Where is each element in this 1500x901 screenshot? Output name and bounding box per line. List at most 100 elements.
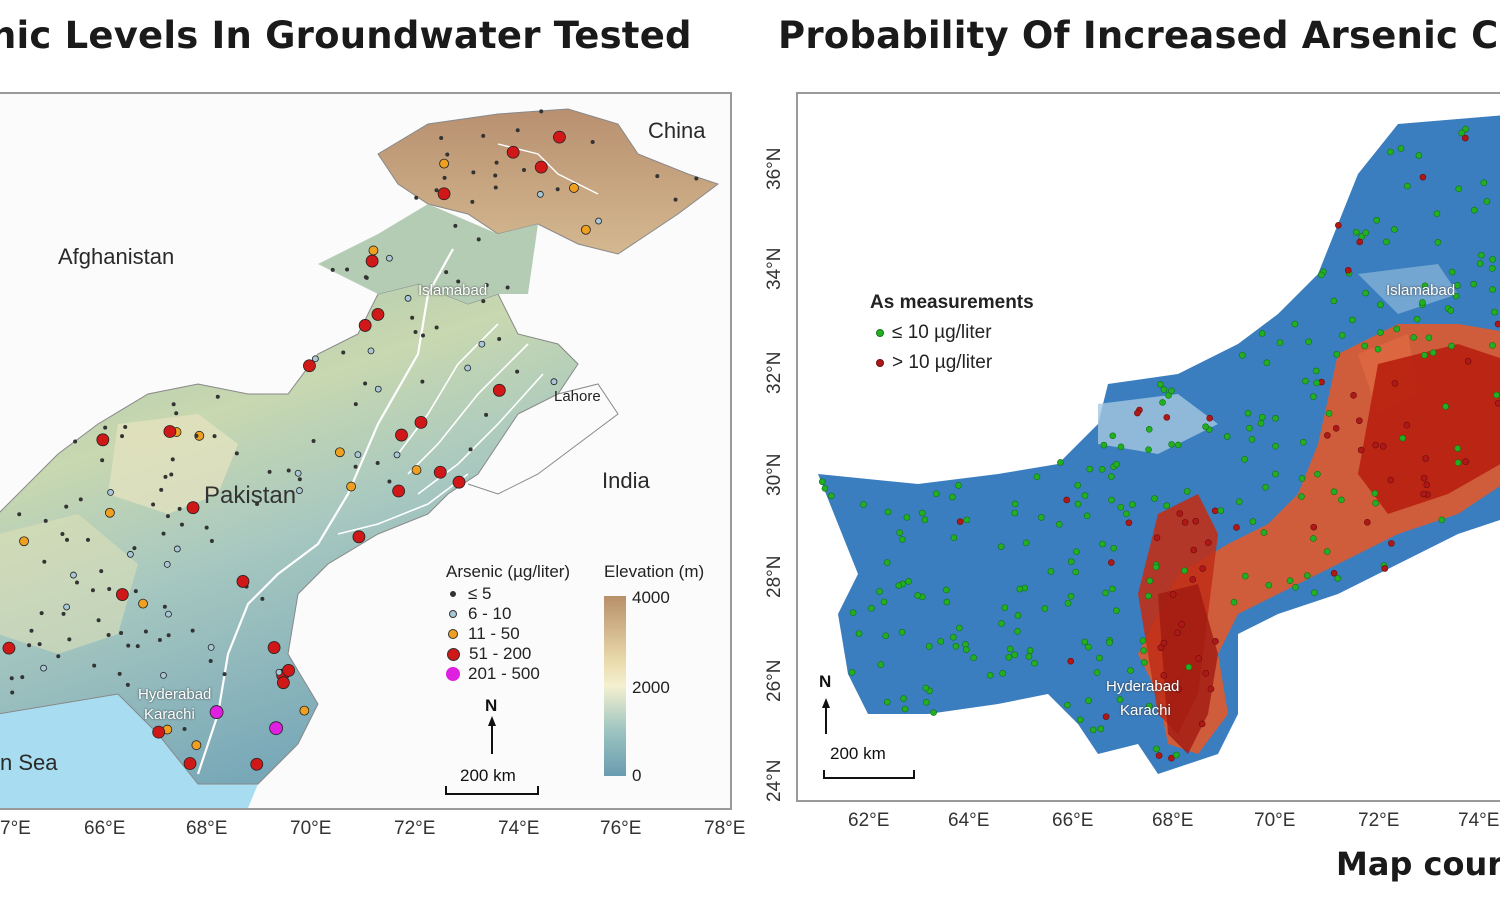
sample-point (1272, 414, 1279, 422)
sample-point (506, 145, 520, 159)
sample-point (1423, 481, 1431, 489)
sample-point (353, 402, 358, 407)
sample-point (868, 605, 875, 612)
sample-point (955, 482, 962, 489)
sample-point (1169, 591, 1177, 598)
sample-point (515, 369, 520, 374)
sample-point (550, 378, 558, 386)
left-scale-bar (445, 786, 539, 795)
as-legend-item: > 10 µg/liter (876, 352, 992, 374)
sample-point (186, 501, 200, 515)
sample-point (282, 664, 295, 677)
city-lahore: Lahore (554, 388, 601, 405)
sample-point (1185, 663, 1193, 671)
sea-area (0, 694, 258, 808)
arsenic-legend-title: Arsenic (µg/liter) (446, 562, 571, 581)
sample-point (267, 469, 272, 474)
sample-point (1452, 292, 1460, 300)
sample-point (1125, 519, 1133, 527)
sample-point (956, 624, 963, 632)
left-map-title: nic Levels In Groundwater Tested (0, 14, 692, 57)
sample-point (1420, 490, 1427, 498)
sample-point (269, 721, 284, 736)
right-north-label: N (819, 672, 832, 691)
sample-point (1195, 655, 1202, 662)
sample-point (1073, 548, 1080, 555)
sample-point (1151, 495, 1158, 502)
sample-point (849, 609, 857, 617)
sample-point (171, 402, 176, 407)
sample-point (1108, 559, 1115, 566)
sample-point (159, 487, 164, 492)
lon-tick: 66°E (1052, 810, 1094, 831)
sample-point (476, 237, 481, 242)
sample-point (393, 451, 401, 459)
sample-point (1330, 297, 1338, 305)
sample-point (345, 267, 350, 272)
sample-point (1244, 409, 1252, 417)
sample-point (1083, 512, 1091, 520)
sample-point (1145, 446, 1152, 453)
sample-point (334, 447, 345, 458)
sample-point (1157, 644, 1165, 651)
sample-point (1374, 345, 1382, 353)
sample-point (444, 270, 449, 275)
sample-point (1005, 653, 1013, 661)
sample-point (39, 611, 44, 616)
lat-tick: 30°N (764, 453, 785, 496)
sample-point (1031, 659, 1038, 667)
sample-point (1047, 568, 1055, 575)
sample-point (1493, 391, 1500, 399)
sample-point (286, 468, 291, 473)
sample-point (17, 512, 22, 517)
sample-point (1348, 316, 1356, 324)
sample-point (1098, 466, 1106, 473)
sample-point (1421, 351, 1428, 359)
sample-point (20, 675, 25, 680)
sample-point (1113, 607, 1120, 614)
sample-point (1438, 516, 1446, 524)
legend-symbol-icon (450, 591, 456, 597)
sample-point (119, 631, 124, 636)
sample-point (10, 690, 15, 695)
arsenic-legend-item: 6 - 10 (446, 604, 511, 624)
sample-point (1272, 442, 1279, 450)
sample-point (1480, 179, 1488, 187)
sample-point (1116, 696, 1124, 703)
sample-point (1454, 282, 1461, 289)
sample-point (296, 487, 303, 494)
sample-point (1379, 443, 1387, 450)
sample-point (163, 474, 168, 479)
sample-point (1377, 301, 1384, 308)
sample-point (1064, 599, 1072, 607)
sample-point (115, 588, 129, 601)
sample-point (413, 330, 418, 335)
sample-point (162, 604, 167, 609)
sample-point (1458, 129, 1465, 137)
sample-point (63, 603, 71, 611)
sample-point (1160, 639, 1168, 647)
sample-point (1325, 410, 1333, 417)
sample-point (1067, 657, 1075, 665)
sample-point (493, 185, 498, 190)
sample-point (930, 709, 937, 716)
city-hyderabad: Hyderabad (1106, 678, 1180, 695)
sample-point (1205, 539, 1212, 547)
sample-point (191, 740, 202, 751)
sample-point (848, 669, 856, 676)
sample-point (1086, 465, 1094, 473)
label-pakistan: Pakistan (204, 482, 297, 509)
sample-point (363, 275, 368, 280)
sample-point (1372, 441, 1379, 449)
sample-point (27, 643, 32, 648)
sample-point (1074, 481, 1082, 489)
sample-point (1494, 320, 1500, 328)
sample-point (471, 170, 476, 175)
sample-point (1089, 726, 1097, 734)
sample-point (1248, 436, 1256, 443)
sample-point (998, 620, 1005, 627)
sample-point (420, 333, 425, 338)
sample-point (9, 676, 14, 681)
sample-point (1310, 393, 1317, 400)
sample-point (580, 224, 591, 235)
